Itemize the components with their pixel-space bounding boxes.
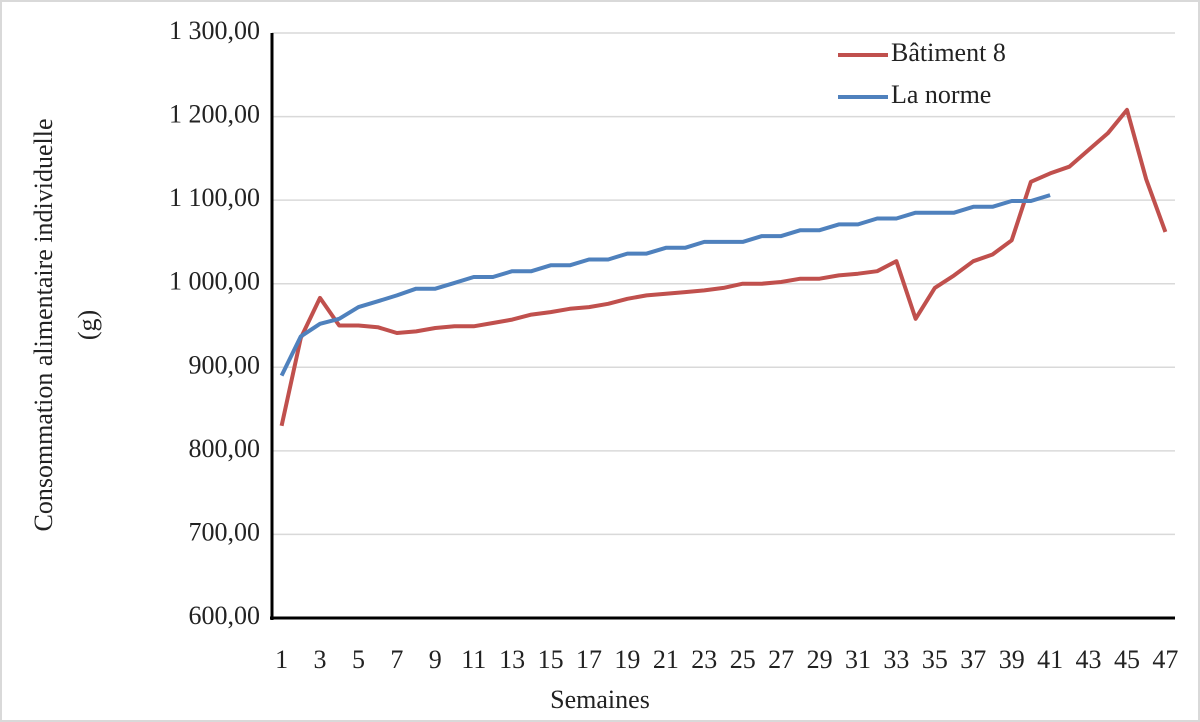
x-tick-label: 33 — [883, 645, 909, 674]
y-tick-label: 800,00 — [189, 434, 261, 463]
x-tick-label: 13 — [499, 645, 525, 674]
x-tick-label: 21 — [653, 645, 679, 674]
x-tick-label: 1 — [275, 645, 288, 674]
x-tick-label: 45 — [1114, 645, 1140, 674]
x-tick-label: 15 — [538, 645, 564, 674]
x-tick-label: 5 — [352, 645, 365, 674]
x-tick-label: 9 — [429, 645, 442, 674]
legend-label: Bâtiment 8 — [891, 38, 1006, 67]
y-tick-label: 900,00 — [189, 350, 261, 379]
x-tick-label: 17 — [576, 645, 602, 674]
x-tick-label: 7 — [390, 645, 403, 674]
y-tick-label: 1 000,00 — [169, 267, 260, 296]
y-axis-label: Consommation alimentaire individuelle — [29, 118, 58, 531]
x-axis-label: Semaines — [550, 685, 650, 714]
x-tick-label: 11 — [461, 645, 486, 674]
y-tick-label: 1 100,00 — [169, 183, 260, 212]
x-tick-label: 31 — [845, 645, 871, 674]
x-tick-label: 37 — [960, 645, 986, 674]
x-tick-label: 27 — [768, 645, 794, 674]
x-tick-label: 25 — [730, 645, 756, 674]
x-tick-label: 29 — [807, 645, 833, 674]
y-tick-label: 1 300,00 — [169, 16, 260, 45]
x-tick-label: 35 — [922, 645, 948, 674]
x-tick-label: 41 — [1037, 645, 1063, 674]
y-tick-label: 1 200,00 — [169, 100, 260, 129]
x-tick-label: 39 — [999, 645, 1025, 674]
x-tick-label: 43 — [1076, 645, 1102, 674]
x-tick-label: 3 — [314, 645, 327, 674]
y-axis-label: (g) — [73, 310, 102, 340]
x-tick-label: 23 — [691, 645, 717, 674]
x-tick-label: 47 — [1152, 645, 1178, 674]
x-tick-label: 19 — [614, 645, 640, 674]
line — [279, 107, 1168, 427]
line — [279, 193, 1051, 377]
legend-label: La norme — [891, 80, 991, 109]
y-tick-label: 700,00 — [189, 517, 261, 546]
y-tick-label: 600,00 — [189, 601, 261, 630]
